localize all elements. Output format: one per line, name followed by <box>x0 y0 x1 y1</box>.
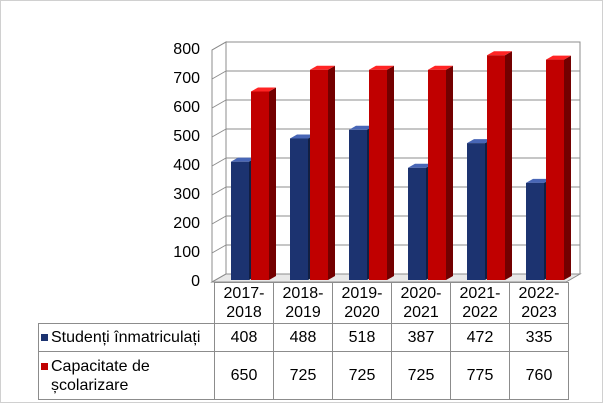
table-row: Capacitate de școlarizare 650 725 725 725 775… <box>38 351 569 400</box>
bar-top <box>369 65 394 70</box>
bar-front <box>369 69 387 280</box>
bar-top <box>310 65 335 70</box>
bar-front <box>349 129 367 280</box>
value-cell: 760 <box>509 351 569 400</box>
bar-front <box>408 167 426 280</box>
bar <box>428 65 453 280</box>
bar-front <box>428 69 446 280</box>
bar-top <box>487 51 512 56</box>
value-cell: 408 <box>214 323 274 352</box>
bar-top <box>428 65 453 70</box>
bar-top <box>526 178 551 183</box>
value-cell: 518 <box>332 323 392 352</box>
bar-front <box>231 161 249 280</box>
bar-side <box>446 65 453 280</box>
value-cell: 335 <box>509 323 569 352</box>
value-cell: 488 <box>273 323 333 352</box>
value-cell: 775 <box>450 351 510 400</box>
y-tick-label: 600 <box>173 99 200 116</box>
value-cell: 472 <box>450 323 510 352</box>
legend-entry: Studenți înmatriculați <box>41 328 214 347</box>
grid-line <box>211 215 227 225</box>
bar-side <box>505 51 512 280</box>
bar-top <box>231 157 256 162</box>
category-label: 2020-2021 <box>391 282 451 324</box>
bar-side <box>328 65 335 280</box>
bar <box>546 55 571 280</box>
table-corner <box>38 282 215 324</box>
legend-label: Studenți înmatriculați <box>51 329 201 346</box>
grid-line <box>211 70 227 80</box>
bar-top <box>467 139 492 144</box>
y-tick-label: 100 <box>173 244 200 261</box>
bar <box>251 87 276 280</box>
bar-front <box>251 91 269 280</box>
y-tick-label: 0 <box>191 273 200 290</box>
value-cell: 650 <box>214 351 274 400</box>
value-cell: 725 <box>391 351 451 400</box>
bar-front <box>546 59 564 280</box>
grid-line <box>211 186 227 196</box>
bar-top <box>290 134 315 139</box>
legend-key <box>41 362 48 370</box>
bar-top <box>349 125 374 130</box>
grid-line <box>211 99 227 109</box>
grid-line <box>211 273 227 283</box>
bar <box>310 65 335 280</box>
legend-cell: Studenți înmatriculați <box>38 323 215 352</box>
y-tick-label: 200 <box>173 215 200 232</box>
value-cell: 725 <box>273 351 333 400</box>
y-tick-label: 300 <box>173 186 200 203</box>
grid-line <box>211 157 227 167</box>
category-label: 2018-2019 <box>273 282 333 324</box>
data-table: 2017-2018 2018-2019 2019-2020 2020-2021 2021… <box>38 282 569 400</box>
bar-front <box>310 69 328 280</box>
category-label: 2022-2023 <box>509 282 569 324</box>
bar-front <box>526 182 544 280</box>
value-cell: 387 <box>391 323 451 352</box>
bar <box>487 51 512 280</box>
bar-side <box>564 55 571 280</box>
category-label: 2019-2020 <box>332 282 392 324</box>
bar-side <box>387 65 394 280</box>
bar-top <box>546 55 571 60</box>
grid-line <box>211 128 227 138</box>
value-cell: 725 <box>332 351 392 400</box>
bar-side <box>269 87 276 280</box>
bar-top <box>408 163 433 168</box>
y-tick-label: 500 <box>173 128 200 145</box>
y-tick-label: 800 <box>173 41 200 58</box>
table-header-row: 2017-2018 2018-2019 2019-2020 2020-2021 2021… <box>38 282 569 324</box>
bar <box>369 65 394 280</box>
legend-label: Capacitate de școlarizare <box>51 357 150 394</box>
bar-front <box>290 138 308 280</box>
bar-top <box>251 87 276 92</box>
table-row: Studenți înmatriculați 408 488 518 387 472 335 <box>38 323 569 352</box>
y-tick-label: 400 <box>173 157 200 174</box>
category-label: 2017-2018 <box>214 282 274 324</box>
grid-line <box>211 41 227 51</box>
legend-cell: Capacitate de școlarizare <box>38 351 215 400</box>
legend-key <box>41 334 48 341</box>
category-label: 2021-2022 <box>450 282 510 324</box>
legend-entry: Capacitate de școlarizare <box>41 357 214 395</box>
y-tick-label: 700 <box>173 70 200 87</box>
grid-line <box>211 244 227 254</box>
bar-front <box>487 55 505 280</box>
bar-front <box>467 143 485 280</box>
